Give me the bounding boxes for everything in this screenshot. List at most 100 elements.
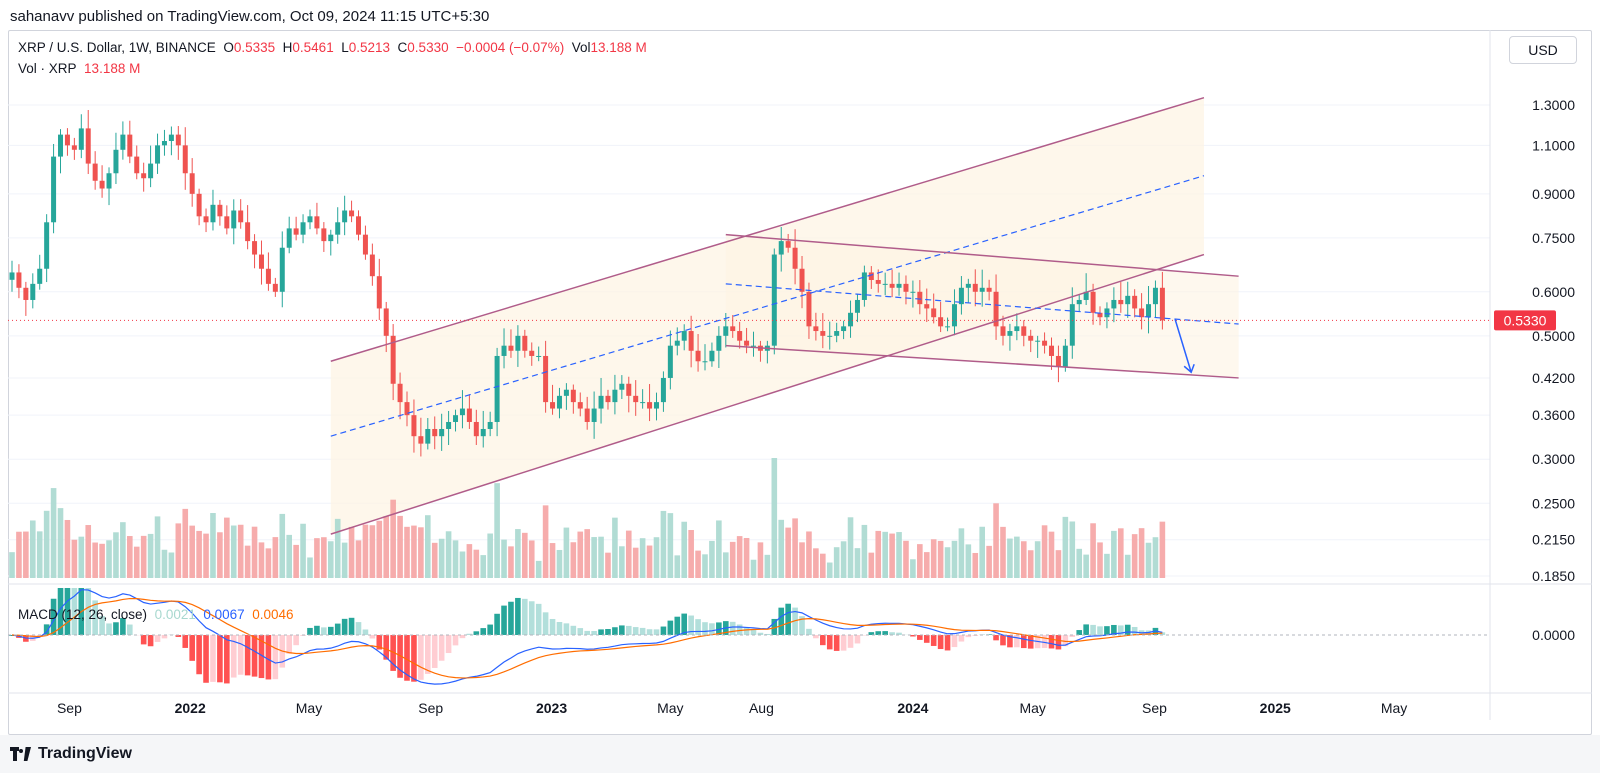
macd-hist-bar (535, 603, 542, 635)
macd-hist-bar (806, 628, 812, 635)
volume-bar (522, 532, 528, 578)
volume-bar (293, 544, 299, 578)
volume-bar (923, 552, 930, 578)
candle (965, 283, 971, 288)
macd-hist-bar (591, 631, 597, 635)
candle (827, 335, 833, 337)
open-value: 0.5335 (233, 40, 276, 55)
candle (730, 326, 736, 332)
candle (882, 283, 888, 285)
currency-button[interactable]: USD (1509, 36, 1577, 64)
symbol-legend[interactable]: XRP / U.S. Dollar, 1W, BINANCE O0.5335 H… (18, 40, 647, 55)
macd-hist-bar (383, 635, 390, 660)
volume-bar (612, 517, 618, 578)
volume-bar (556, 549, 563, 578)
volume-bar (736, 536, 743, 578)
candle (113, 149, 119, 174)
volume-bar (563, 527, 570, 578)
volume-bar (951, 540, 958, 578)
macd-hist-bar (785, 603, 791, 635)
candle (390, 335, 396, 384)
price-tag-label: 0.5330 (1504, 312, 1547, 328)
candle (813, 326, 819, 332)
volume-bar (487, 533, 493, 578)
y-tick-label: 0.6000 (1532, 284, 1575, 300)
macd-hist-bar (1055, 635, 1062, 650)
macd-hist-bar (667, 620, 674, 635)
macd-hist-bar (522, 598, 528, 635)
macd-hist-bar (570, 625, 577, 635)
tradingview-logo[interactable]: TradingView (10, 745, 132, 763)
change-value: −0.0004 (−0.07%) (456, 40, 565, 55)
volume-bar (729, 541, 736, 578)
macd-hist-bar (847, 635, 854, 648)
candle (951, 304, 957, 327)
volume-bar (154, 516, 161, 578)
chart-frame[interactable] (8, 30, 1592, 735)
candle (1104, 308, 1110, 318)
candle (480, 428, 486, 437)
macd-hist-bar (203, 635, 209, 683)
volume-bar (1014, 536, 1020, 578)
candle (397, 383, 403, 403)
descending-channel-mid (725, 283, 1239, 325)
candle (453, 415, 459, 422)
volume-bar (272, 537, 279, 578)
candle (446, 421, 452, 429)
macd-hist-bar (764, 633, 771, 635)
volume-bar (425, 515, 431, 578)
volume-bar (1131, 534, 1138, 578)
volume-bar (106, 540, 112, 578)
volume-bar (286, 534, 292, 578)
candle (806, 291, 812, 327)
candle (536, 355, 542, 357)
macd-hist-bar (930, 635, 937, 646)
candle (238, 210, 244, 223)
volume-bar (903, 540, 909, 578)
macd-hist-bar (556, 622, 563, 635)
macd-hist-bar (189, 635, 195, 661)
macd-legend[interactable]: MACD (12, 26, close) 0.0021 0.0067 0.004… (18, 607, 294, 622)
candle (349, 210, 355, 217)
signal-line (11, 597, 1163, 679)
volume-bar (355, 540, 362, 578)
volume-bar (224, 517, 230, 578)
candle (168, 134, 174, 142)
candle (369, 254, 375, 277)
volume-bar (175, 523, 182, 578)
macd-hist-bar (224, 635, 230, 684)
macd-hist-bar (508, 601, 514, 635)
y-tick-label: 0.2150 (1532, 532, 1575, 548)
macd-hist-bar (889, 632, 895, 635)
volume-bar (494, 483, 500, 578)
candle (16, 272, 22, 288)
macd-hist-bar (674, 616, 681, 635)
candle (265, 268, 271, 284)
candle (494, 355, 500, 422)
macd-hist-bar (85, 588, 92, 635)
macd-hist-bar (896, 632, 902, 635)
volume-bar (577, 531, 584, 578)
volume-bars (9, 458, 1166, 578)
y-tick-label: 0.7500 (1532, 230, 1575, 246)
volume-bar (23, 531, 29, 578)
macd-hist-bar (362, 629, 369, 635)
volume-legend[interactable]: Vol · XRP 13.188 M (18, 61, 141, 76)
volume-bar (598, 536, 604, 578)
candle (1076, 299, 1082, 305)
macd-hist-bar (452, 635, 459, 646)
x-tick-label: 2025 (1260, 700, 1291, 716)
candle (875, 279, 881, 284)
candle (293, 228, 299, 235)
candle (660, 377, 666, 403)
volume-bar (535, 560, 542, 578)
x-tick-label: May (296, 700, 322, 716)
x-tick-label: 2023 (536, 700, 567, 716)
macd-hist-bar (639, 627, 646, 635)
candle (1139, 308, 1145, 318)
candle (321, 228, 327, 242)
candle (85, 128, 91, 164)
projection-arrow-head (1183, 363, 1195, 374)
volume-bar (251, 526, 258, 578)
